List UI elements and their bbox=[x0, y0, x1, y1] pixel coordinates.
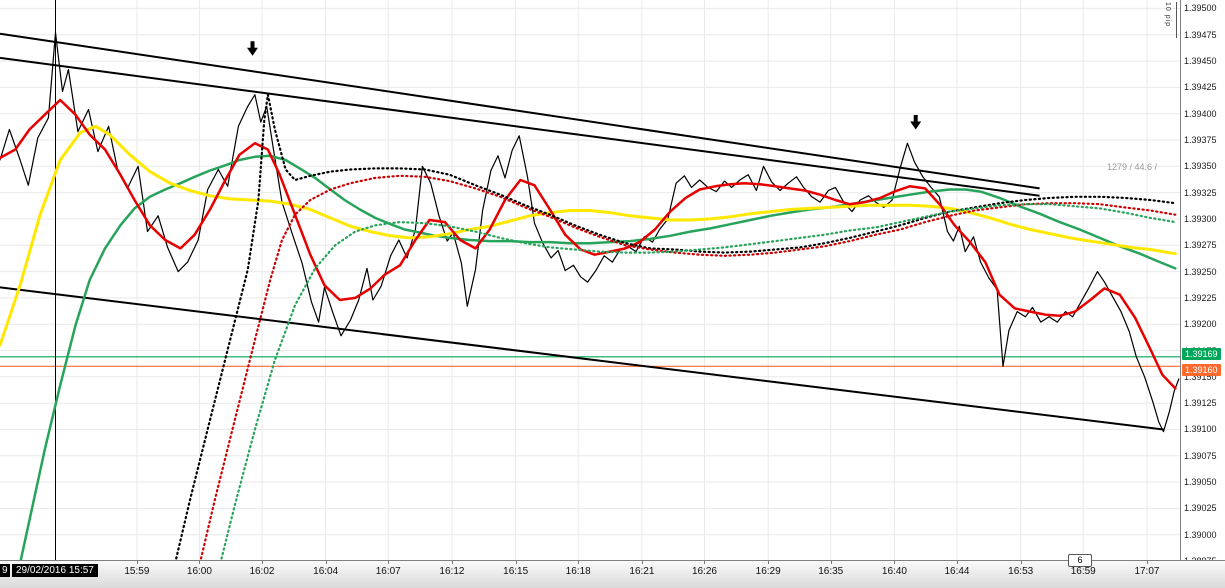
channel-upper-line-2[interactable] bbox=[0, 56, 1040, 197]
price-axis-label: 1.39250 bbox=[1184, 266, 1217, 277]
price-axis-label: 1.39225 bbox=[1184, 292, 1217, 303]
time-axis-label: 16:21 bbox=[629, 566, 655, 577]
time-axis-label: 16:44 bbox=[944, 566, 970, 577]
price-axis-label: 1.39125 bbox=[1184, 398, 1217, 409]
time-axis-label: 16:59 bbox=[1070, 566, 1096, 577]
down-arrow-marker bbox=[910, 115, 922, 130]
datetime-label: 29/02/2016 15:57 bbox=[12, 564, 98, 577]
time-axis-label: 17:07 bbox=[1134, 566, 1160, 577]
price-axis-label: 1.39375 bbox=[1184, 135, 1217, 145]
time-axis-tick bbox=[1146, 561, 1148, 564]
time-axis-label: 16:35 bbox=[818, 566, 844, 577]
time-axis-tick bbox=[704, 561, 706, 564]
pip-scale-ruler bbox=[1176, 2, 1177, 38]
price-axis-label: 1.39200 bbox=[1184, 319, 1217, 330]
price-axis-label: 1.39350 bbox=[1184, 161, 1217, 172]
price-axis[interactable]: 1.39500 1.39475 1.39450 1.39425 1.39400 1.393… bbox=[1180, 0, 1225, 560]
time-axis-tick bbox=[641, 561, 643, 564]
current-price-tag: 1.39160 bbox=[1182, 364, 1221, 377]
price-axis-label: 1.38975 bbox=[1184, 556, 1217, 560]
time-axis-label: 16:29 bbox=[755, 566, 781, 577]
channel-lower-line[interactable] bbox=[0, 286, 1164, 431]
time-axis-tick bbox=[894, 561, 896, 564]
price-axis-label: 1.39275 bbox=[1184, 240, 1217, 251]
price-axis-label: 1.39425 bbox=[1184, 82, 1217, 93]
series-ma-yellow-medium bbox=[0, 124, 1177, 347]
time-axis-tick bbox=[515, 561, 517, 564]
price-axis-label: 1.39400 bbox=[1184, 108, 1217, 119]
price-axis-label: 1.39150 bbox=[1184, 371, 1217, 382]
current-price-tag: 1.39169 bbox=[1182, 347, 1221, 360]
series-htf-ma-green-dotted bbox=[219, 203, 1177, 560]
series-ma-green-slow bbox=[19, 154, 1177, 560]
price-axis-label: 1.39450 bbox=[1184, 56, 1217, 67]
time-axis-tick bbox=[136, 561, 138, 564]
bar-countdown-badge: 6 bbox=[1068, 554, 1092, 567]
time-axis-tick bbox=[1020, 561, 1022, 564]
series-htf-ma-red-dotted bbox=[199, 174, 1177, 560]
price-axis-label: 1.39500 bbox=[1184, 3, 1217, 14]
time-axis-label: 16:18 bbox=[565, 566, 591, 577]
series-ma-red-fast bbox=[0, 98, 1177, 390]
time-axis-tick bbox=[768, 561, 770, 564]
time-axis-tick bbox=[451, 561, 453, 564]
price-axis-label: 1.39050 bbox=[1184, 477, 1217, 488]
price-axis-label: 1.39325 bbox=[1184, 187, 1217, 198]
time-axis-tick bbox=[578, 561, 580, 564]
price-axis-label: 1.39300 bbox=[1184, 213, 1217, 224]
series-htf-ma-black-dotted bbox=[174, 93, 1177, 560]
time-axis-label: 16:07 bbox=[375, 566, 401, 577]
price-axis-label: 1.39100 bbox=[1184, 424, 1217, 435]
time-axis-tick bbox=[388, 561, 390, 564]
time-axis-label: 16:02 bbox=[249, 566, 275, 577]
time-axis-partial-label: 9 bbox=[0, 564, 10, 577]
time-axis-label: 16:12 bbox=[439, 566, 465, 577]
time-axis-label: 16:53 bbox=[1008, 566, 1034, 577]
time-axis-label: 16:04 bbox=[313, 566, 339, 577]
time-axis-label: 16:40 bbox=[881, 566, 907, 577]
price-axis-label: 1.39025 bbox=[1184, 503, 1217, 514]
time-axis-label: 15:59 bbox=[124, 566, 150, 577]
pip-scale-label: 10 pip bbox=[1164, 2, 1171, 28]
time-axis-tick bbox=[956, 561, 958, 564]
time-axis-tick bbox=[830, 561, 832, 564]
time-axis-label: 16:15 bbox=[503, 566, 529, 577]
time-axis-tick bbox=[261, 561, 263, 564]
price-axis-label: 1.39000 bbox=[1184, 529, 1217, 540]
price-axis-label: 1.39075 bbox=[1184, 450, 1217, 461]
series-price-tick-line bbox=[0, 32, 1180, 433]
time-axis[interactable]: 9 29/02/2016 15:57 15:59 16:00 16:02 16:04 1… bbox=[0, 560, 1225, 588]
indicator-readout-text: 1279 / 44.6 / bbox=[1106, 162, 1157, 172]
down-arrow-marker bbox=[247, 41, 258, 56]
time-axis-label: 16:26 bbox=[691, 566, 717, 577]
time-axis-tick bbox=[325, 561, 327, 564]
price-axis-label: 1.39475 bbox=[1184, 29, 1217, 40]
channel-upper-line-1[interactable] bbox=[0, 32, 1040, 190]
chart-plot-area[interactable] bbox=[0, 0, 1180, 560]
time-axis-label: 16:00 bbox=[186, 566, 212, 577]
time-axis-tick bbox=[199, 561, 201, 564]
